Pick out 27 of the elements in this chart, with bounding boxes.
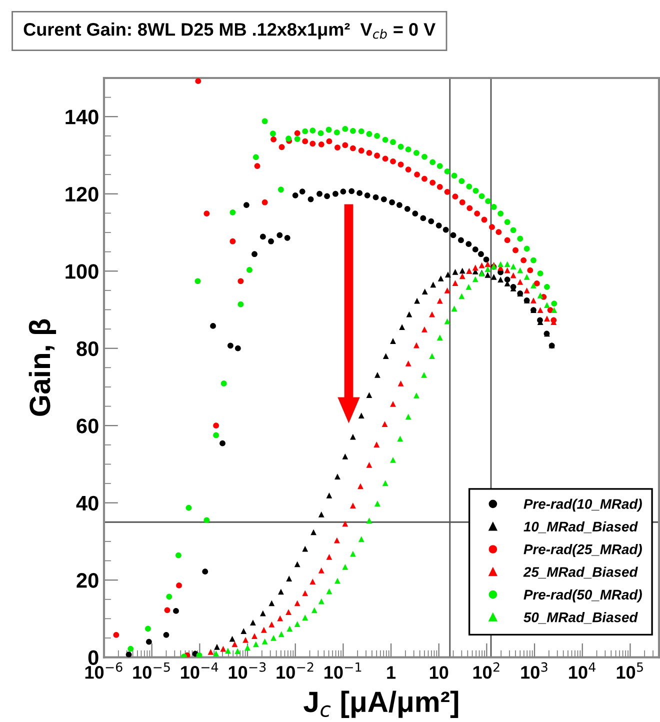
- y-tick-label: 40: [76, 496, 98, 511]
- legend-label: Pre-rad(10_MRad): [524, 498, 642, 512]
- y-tick-label: 140: [66, 110, 98, 124]
- y-tick-label: 100: [66, 264, 98, 279]
- x-tick-label: 10$^{−1}$: [324, 662, 362, 679]
- y-tick-label: 60: [76, 418, 98, 434]
- legend-label: 25_MRad_Biased: [523, 566, 638, 578]
- x-tick-label: 10$^{−5}$: [133, 662, 170, 679]
- x-tick-label: 10$^{5}$: [616, 662, 643, 679]
- x-axis-title: J$_{c}$ [μA/μm²]: [304, 690, 458, 718]
- x-tick-label: 10$^{2}$: [473, 662, 500, 679]
- chart-title: Curent Gain: 8WL D25 MB .12x8x1μm² V$_{cb}$ = 0 V: [24, 22, 436, 40]
- legend-label: Pre-rad(50_MRad): [524, 589, 642, 602]
- x-tick-label: 10$^{−2}$: [276, 662, 314, 679]
- x-tick-label: 10: [430, 666, 448, 679]
- legend-label: 50_MRad_Biased: [524, 612, 638, 624]
- x-tick-label: 1: [387, 666, 396, 679]
- y-tick-label: 120: [66, 186, 98, 202]
- x-tick-label: 10$^{−4}$: [181, 662, 218, 679]
- legend-label: Pre-rad(25_MRad): [524, 544, 642, 557]
- x-tick-label: 10$^{3}$: [521, 662, 548, 679]
- x-tick-label: 10$^{4}$: [569, 662, 596, 679]
- y-axis-title: Gain, β: [28, 319, 56, 416]
- y-tick-label: 20: [76, 573, 98, 588]
- y-tick-label: 80: [76, 341, 98, 356]
- x-tick-label: 10$^{−3}$: [228, 662, 266, 679]
- legend-label: 10_MRad_Biased: [524, 521, 638, 534]
